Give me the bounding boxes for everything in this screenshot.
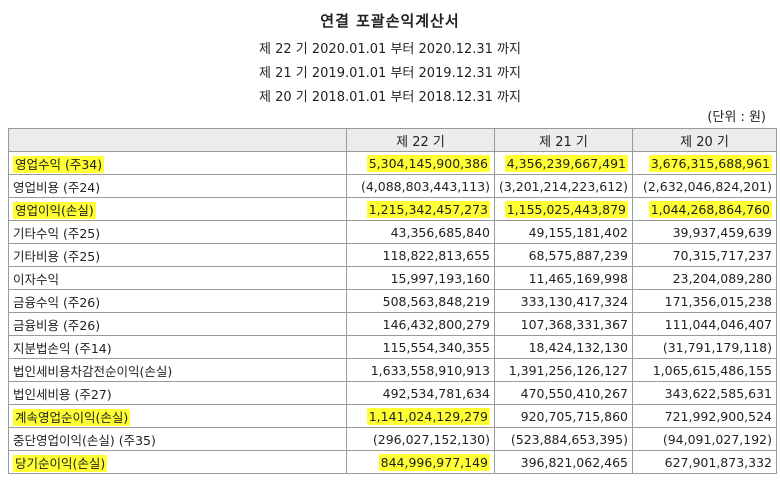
table-row: 중단영업이익(손실) (주35) (296,027,152,130) (523,… — [8, 427, 777, 451]
row-label: 영업수익 (주34) — [13, 155, 105, 173]
cell-value: 18,424,132,130 — [494, 335, 633, 359]
row-label: 계속영업순이익(손실) — [13, 408, 131, 426]
cell-value: (2,632,046,824,201) — [632, 174, 777, 198]
cell-value: 844,996,977,149 — [378, 453, 490, 471]
cell-value: 49,155,181,402 — [494, 220, 633, 244]
period-line-22: 제 22 기 2020.01.01 부터 2020.12.31 까지 — [259, 42, 521, 57]
unit-label: (단위 : 원) — [707, 110, 766, 125]
cell-value: 1,155,025,443,879 — [504, 200, 628, 218]
table-row: 이자수익 15,997,193,160 11,465,169,998 23,20… — [8, 266, 777, 290]
cell-value: 627,901,873,332 — [632, 450, 777, 474]
cell-value: (4,088,803,443,113) — [346, 174, 495, 198]
cell-value: (296,027,152,130) — [346, 427, 495, 451]
cell-value: 1,065,615,486,155 — [632, 358, 777, 382]
row-label: 당기순이익(손실) — [13, 454, 108, 472]
cell-value: 171,356,015,238 — [632, 289, 777, 313]
cell-value: 920,705,715,860 — [494, 404, 633, 428]
cell-value: 3,676,315,688,961 — [648, 154, 772, 172]
row-label: 기타수익 (주25) — [8, 220, 347, 244]
cell-value: 43,356,685,840 — [346, 220, 495, 244]
cell-value: 11,465,169,998 — [494, 266, 633, 290]
header-blank — [8, 128, 347, 152]
cell-value: 23,204,089,280 — [632, 266, 777, 290]
column-header-21: 제 21 기 — [494, 128, 633, 152]
cell-value: 470,550,410,267 — [494, 381, 633, 405]
cell-value: 396,821,062,465 — [494, 450, 633, 474]
cell-value: 68,575,887,239 — [494, 243, 633, 267]
cell-value: 333,130,417,324 — [494, 289, 633, 313]
cell-value: 1,044,268,864,760 — [648, 200, 772, 218]
row-label: 법인세비용 (주27) — [8, 381, 347, 405]
row-label: 금융수익 (주26) — [8, 289, 347, 313]
cell-value: 146,432,800,279 — [346, 312, 495, 336]
table-row: 법인세비용차감전순이익(손실) 1,633,558,910,913 1,391,… — [8, 358, 777, 382]
row-label: 영업이익(손실) — [13, 201, 96, 219]
row-label: 기타비용 (주25) — [8, 243, 347, 267]
table-row: 법인세비용 (주27) 492,534,781,634 470,550,410,… — [8, 381, 777, 405]
table-row: 기타수익 (주25) 43,356,685,840 49,155,181,402… — [8, 220, 777, 244]
table-row: 영업수익 (주34) 5,304,145,900,386 4,356,239,6… — [8, 151, 777, 175]
cell-value: (3,201,214,223,612) — [494, 174, 633, 198]
cell-value: 115,554,340,355 — [346, 335, 495, 359]
cell-value: 1,141,024,129,279 — [366, 407, 490, 425]
cell-value: 4,356,239,667,491 — [504, 154, 628, 172]
table-row: 금융비용 (주26) 146,432,800,279 107,368,331,3… — [8, 312, 777, 336]
income-statement-table: 제 22 기 제 21 기 제 20 기 영업수익 (주34) 5,304,14… — [8, 128, 777, 474]
statement-title: 연결 포괄손익계산서 — [320, 12, 460, 30]
cell-value: 5,304,145,900,386 — [366, 154, 490, 172]
row-label: 이자수익 — [8, 266, 347, 290]
table-row: 계속영업순이익(손실) 1,141,024,129,279 920,705,71… — [8, 404, 777, 428]
table-row: 영업비용 (주24) (4,088,803,443,113) (3,201,21… — [8, 174, 777, 198]
row-label: 영업비용 (주24) — [8, 174, 347, 198]
column-header-22: 제 22 기 — [346, 128, 495, 152]
table-row: 당기순이익(손실) 844,996,977,149 396,821,062,46… — [8, 450, 777, 474]
cell-value: 721,992,900,524 — [632, 404, 777, 428]
row-label: 법인세비용차감전순이익(손실) — [8, 358, 347, 382]
table-row: 지분법손익 (주14) 115,554,340,355 18,424,132,1… — [8, 335, 777, 359]
period-line-20: 제 20 기 2018.01.01 부터 2018.12.31 까지 — [259, 90, 521, 105]
column-header-20: 제 20 기 — [632, 128, 777, 152]
cell-value: 15,997,193,160 — [346, 266, 495, 290]
row-label: 지분법손익 (주14) — [8, 335, 347, 359]
table-row: 영업이익(손실) 1,215,342,457,273 1,155,025,443… — [8, 197, 777, 221]
table-row: 기타비용 (주25) 118,822,813,655 68,575,887,23… — [8, 243, 777, 267]
cell-value: (523,884,653,395) — [494, 427, 633, 451]
cell-value: 111,044,046,407 — [632, 312, 777, 336]
cell-value: 492,534,781,634 — [346, 381, 495, 405]
cell-value: 70,315,717,237 — [632, 243, 777, 267]
table-row: 금융수익 (주26) 508,563,848,219 333,130,417,3… — [8, 289, 777, 313]
cell-value: 39,937,459,639 — [632, 220, 777, 244]
cell-value: (94,091,027,192) — [632, 427, 777, 451]
period-line-21: 제 21 기 2019.01.01 부터 2019.12.31 까지 — [259, 66, 521, 81]
row-label: 금융비용 (주26) — [8, 312, 347, 336]
cell-value: 1,391,256,126,127 — [494, 358, 633, 382]
cell-value: 107,368,331,367 — [494, 312, 633, 336]
cell-value: 1,215,342,457,273 — [366, 200, 490, 218]
cell-value: (31,791,179,118) — [632, 335, 777, 359]
cell-value: 508,563,848,219 — [346, 289, 495, 313]
cell-value: 343,622,585,631 — [632, 381, 777, 405]
cell-value: 118,822,813,655 — [346, 243, 495, 267]
table-header-row: 제 22 기 제 21 기 제 20 기 — [8, 128, 777, 152]
row-label: 중단영업이익(손실) (주35) — [8, 427, 347, 451]
statement-header: 연결 포괄손익계산서 제 22 기 2020.01.01 부터 2020.12.… — [0, 0, 780, 128]
cell-value: 1,633,558,910,913 — [346, 358, 495, 382]
